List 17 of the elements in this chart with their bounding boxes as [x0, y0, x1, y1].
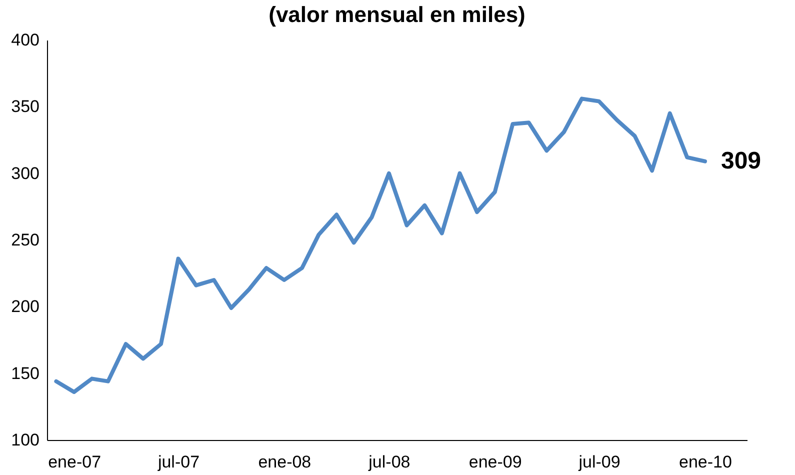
- x-tick-label: jul-07: [156, 452, 200, 472]
- y-tick-label: 100: [11, 430, 40, 450]
- y-tick-label: 150: [11, 364, 40, 383]
- x-tick-label: ene-09: [468, 452, 522, 472]
- x-tick-label: ene-10: [679, 452, 732, 472]
- y-tick-label: 200: [11, 297, 40, 316]
- line-series: [54, 96, 707, 394]
- x-tick-label: ene-07: [48, 452, 102, 472]
- y-tick-label: 400: [11, 30, 40, 50]
- chart-title: (valor mensual en miles): [268, 2, 526, 27]
- y-tick-label: 250: [11, 230, 40, 250]
- y-tick-label: 350: [11, 97, 40, 116]
- y-tick-label: 300: [11, 164, 40, 183]
- x-tick-label: jul-08: [368, 452, 410, 472]
- x-tick-label: ene-08: [258, 452, 312, 472]
- data-label: 309: [720, 147, 762, 174]
- x-tick-label: jul-09: [578, 452, 620, 472]
